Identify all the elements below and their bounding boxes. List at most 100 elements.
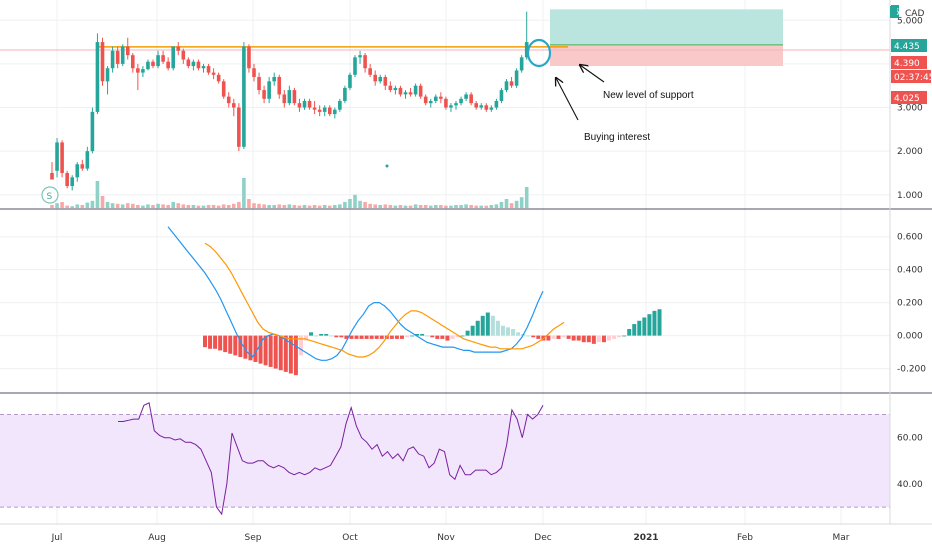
annotation-buying: Buying interest [584,132,650,143]
candle-body-3 [65,172,69,187]
macd-hist-4 [223,335,228,353]
macd-hist-2 [213,335,218,349]
candle-body-31 [206,66,211,73]
candle-body-11 [105,68,110,82]
stop-zone [550,44,783,66]
macd-signal-line [204,242,565,358]
rsi-line [118,402,544,516]
macd-hist-52 [465,330,470,336]
volume-bar-18 [141,205,145,208]
candle-body-4 [70,177,74,187]
candle-body-75 [428,100,433,104]
macd-hist-49 [450,335,455,339]
volume-bar-64 [373,204,377,208]
macd-hist-11 [258,335,263,364]
volume-bar-28 [191,205,196,208]
macd-hist-78 [596,335,601,343]
volume-bar-26 [181,204,186,208]
volume-bar-32 [211,205,216,208]
macd-hist-75 [581,335,586,343]
time-tick-6: 2021 [633,533,658,543]
macd-hist-68 [546,335,551,341]
price-tag-bg-2 [891,56,927,69]
volume-bar-34 [221,204,226,208]
candle-body-14 [120,46,125,64]
candle-body-24 [171,46,175,69]
price-tick-2: 3.000 [897,104,923,114]
price-axis[interactable]: 1.0002.0003.0004.0005.000-0.2000.0000.20… [897,16,926,490]
macd-hist-7 [238,335,243,358]
candle-body-78 [444,98,448,108]
volume-bar-89 [499,202,504,208]
candle-body-10 [100,42,105,82]
macd-hist-15 [278,335,283,371]
macd-hist-48 [445,335,450,341]
volume-bar-1 [55,203,59,208]
volume-bar-31 [206,205,211,208]
volume-bar-83 [469,205,473,208]
macd-hist-27 [339,335,344,338]
volume-bar-20 [151,205,155,208]
volume-bar-70 [403,205,408,208]
candle-body-65 [378,76,383,82]
price-tag-bg-1 [891,39,927,52]
volume-bar-51 [307,205,312,208]
price-tag-label-1: 4.435 [894,42,920,52]
volume-bar-40 [252,203,256,208]
candle-body-9 [95,42,100,112]
candle-body-79 [449,105,453,108]
macd-hist-6 [233,335,238,356]
time-axis[interactable]: Jul Aug Sep Oct Nov Dec 2021 Feb Mar [51,533,850,543]
time-tick-3: Oct [342,533,358,543]
price-tag-label-2: 4.390 [894,59,920,69]
candle-body-41 [257,76,261,91]
candle-body-2 [60,142,64,173]
candle-body-48 [292,90,297,104]
volume-bar-2 [60,202,64,208]
candle-body-38 [242,46,246,147]
candle-body-46 [282,94,287,104]
candle-body-21 [156,55,160,67]
macd-hist-37 [389,335,394,339]
macd-hist-66 [536,335,541,339]
volume-bar-72 [413,204,418,208]
volume-bar-41 [257,203,261,208]
macd-hist-18 [293,335,298,376]
volume-bar-19 [146,204,150,208]
volume-bar-79 [449,205,453,208]
volume-bar-75 [428,205,433,208]
candle-body-93 [519,57,524,71]
macd-hist-28 [344,335,349,339]
volume-bar-35 [226,205,231,208]
volume-bar-55 [327,205,332,208]
volume-bar-45 [277,204,282,208]
candle-body-81 [459,98,463,104]
volume-bar-61 [358,200,362,208]
candle-body-76 [434,96,438,101]
candle-body-53 [317,109,322,112]
macd-hist-8 [243,335,248,359]
time-tick-8: Mar [833,533,850,543]
price-tag-label-3: 02:37:45 [894,73,932,83]
macd-tick-3: 0.400 [897,266,923,276]
price-tag-bg-3 [891,70,931,83]
macd-hist-24 [324,333,329,336]
macd-hist-42 [415,333,420,336]
candle-body-88 [494,100,499,108]
volume-bar-8 [90,200,95,208]
volume-bar-38 [242,178,246,208]
time-tick-2: Sep [245,533,262,543]
dividend-marker[interactable]: S [41,186,59,204]
candle-body-0 [50,172,54,180]
macd-hist-79 [601,335,606,343]
volume-bar-37 [237,202,241,208]
candlesticks [50,11,529,191]
long-position-tool[interactable] [0,9,890,66]
volume-bar-17 [136,205,140,208]
volume-bar-47 [287,204,292,208]
rsi-band [0,414,890,508]
volume-bar-3 [65,205,69,208]
candle-body-68 [393,87,398,91]
